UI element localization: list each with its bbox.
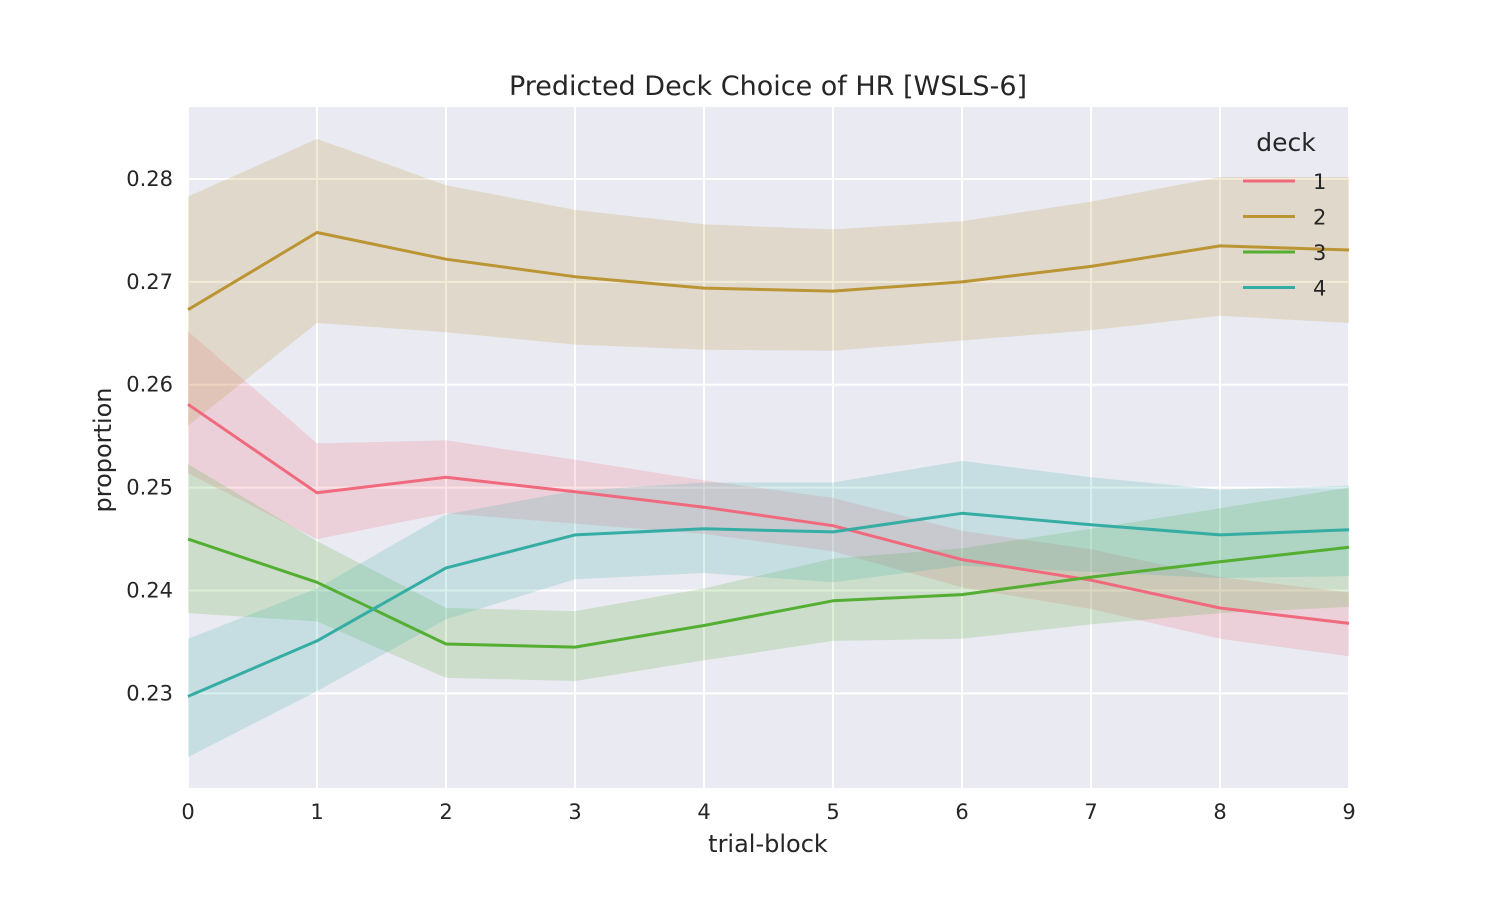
x-axis-label: trial-block [708, 830, 828, 858]
legend-label-deck-3: 3 [1313, 241, 1326, 265]
y-tick-label: 0.25 [126, 476, 173, 500]
legend-label-deck-4: 4 [1313, 277, 1326, 301]
y-tick-label: 0.26 [126, 373, 173, 397]
x-tick-label: 0 [181, 800, 194, 824]
legend-label-deck-2: 2 [1313, 206, 1326, 230]
series-line-deck-4 [187, 511, 1350, 698]
confidence-band-deck-2 [188, 138, 1349, 426]
series-lines [187, 231, 1350, 698]
x-tick-label: 2 [439, 800, 452, 824]
grid [187, 107, 1350, 788]
y-tick-label: 0.28 [126, 167, 173, 191]
legend: deck 1 2 3 4 [1243, 128, 1326, 301]
x-tick-label: 7 [1084, 800, 1097, 824]
series-line-deck-3 [187, 537, 1350, 649]
legend-title: deck [1256, 128, 1316, 157]
confidence-band-deck-4 [188, 460, 1349, 758]
y-tick-label: 0.27 [126, 270, 173, 294]
y-tick-label: 0.23 [126, 681, 173, 705]
legend-label-deck-1: 1 [1313, 170, 1326, 194]
x-tick-label: 5 [826, 800, 839, 824]
y-axis-label: proportion [89, 387, 117, 512]
series-line-deck-1 [187, 403, 1350, 625]
series-line-deck-2 [187, 231, 1350, 311]
y-axis-ticks: 0.23 0.24 0.25 0.26 0.27 0.28 [126, 167, 173, 705]
plot-background [188, 107, 1349, 788]
x-axis-ticks: 0 1 2 3 4 5 6 7 8 9 [181, 800, 1355, 824]
x-tick-label: 3 [568, 800, 581, 824]
x-tick-label: 8 [1213, 800, 1226, 824]
x-tick-label: 4 [697, 800, 710, 824]
x-tick-label: 6 [955, 800, 968, 824]
chart-title: Predicted Deck Choice of HR [WSLS-6] [509, 71, 1027, 102]
y-tick-label: 0.24 [126, 578, 173, 602]
confidence-band-deck-3 [188, 464, 1349, 681]
x-tick-label: 9 [1342, 800, 1355, 824]
x-tick-label: 1 [310, 800, 323, 824]
